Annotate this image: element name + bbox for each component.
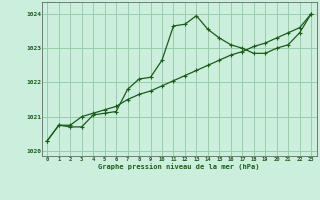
X-axis label: Graphe pression niveau de la mer (hPa): Graphe pression niveau de la mer (hPa) xyxy=(99,163,260,170)
